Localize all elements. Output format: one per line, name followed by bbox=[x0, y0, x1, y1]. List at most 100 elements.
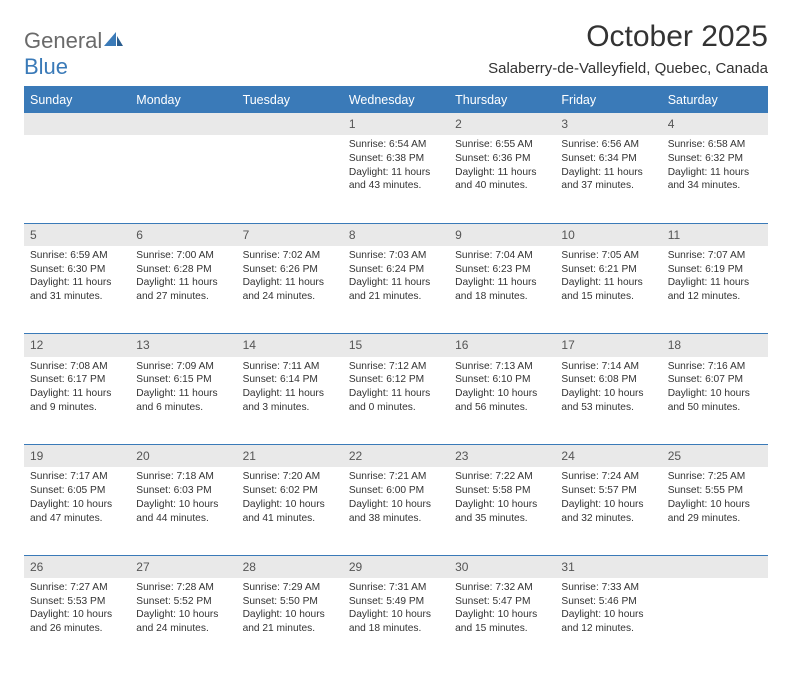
sunrise-line: Sunrise: 7:31 AM bbox=[349, 581, 443, 595]
day-number-cell: 16 bbox=[449, 334, 555, 357]
sunrise-line: Sunrise: 6:54 AM bbox=[349, 138, 443, 152]
day-number-row: 567891011 bbox=[24, 223, 768, 246]
day-number-cell: 15 bbox=[343, 334, 449, 357]
daylight-line: Daylight: 11 hours and 0 minutes. bbox=[349, 387, 443, 415]
day-content-row: Sunrise: 6:59 AMSunset: 6:30 PMDaylight:… bbox=[24, 246, 768, 334]
day-number-cell: 2 bbox=[449, 113, 555, 136]
day-number-cell: 1 bbox=[343, 113, 449, 136]
weekday-header: Friday bbox=[555, 87, 661, 113]
day-number-cell bbox=[24, 113, 130, 136]
day-content-cell: Sunrise: 7:22 AMSunset: 5:58 PMDaylight:… bbox=[449, 467, 555, 555]
weekday-header: Monday bbox=[130, 87, 236, 113]
daylight-line: Daylight: 11 hours and 27 minutes. bbox=[136, 276, 230, 304]
sunset-line: Sunset: 6:36 PM bbox=[455, 152, 549, 166]
daylight-line: Daylight: 10 hours and 26 minutes. bbox=[30, 608, 124, 636]
day-content-cell: Sunrise: 7:32 AMSunset: 5:47 PMDaylight:… bbox=[449, 578, 555, 666]
day-content-row: Sunrise: 7:08 AMSunset: 6:17 PMDaylight:… bbox=[24, 357, 768, 445]
sunrise-line: Sunrise: 7:29 AM bbox=[243, 581, 337, 595]
day-content-row: Sunrise: 7:27 AMSunset: 5:53 PMDaylight:… bbox=[24, 578, 768, 666]
sunrise-line: Sunrise: 7:14 AM bbox=[561, 360, 655, 374]
day-number-cell: 29 bbox=[343, 555, 449, 578]
day-number-cell: 19 bbox=[24, 445, 130, 468]
day-number-cell: 7 bbox=[237, 223, 343, 246]
day-number-cell: 28 bbox=[237, 555, 343, 578]
sunset-line: Sunset: 5:55 PM bbox=[668, 484, 762, 498]
sunset-line: Sunset: 6:32 PM bbox=[668, 152, 762, 166]
day-content-row: Sunrise: 6:54 AMSunset: 6:38 PM Daylight:… bbox=[24, 135, 768, 223]
daylight-line: Daylight: 11 hours and 9 minutes. bbox=[30, 387, 124, 415]
sunset-line: Sunset: 6:17 PM bbox=[30, 373, 124, 387]
daylight-line: Daylight: 11 hours and 18 minutes. bbox=[455, 276, 549, 304]
day-number-cell: 9 bbox=[449, 223, 555, 246]
day-content-cell: Sunrise: 6:59 AMSunset: 6:30 PMDaylight:… bbox=[24, 246, 130, 334]
sunset-line: Sunset: 6:15 PM bbox=[136, 373, 230, 387]
day-content-cell: Sunrise: 7:18 AMSunset: 6:03 PMDaylight:… bbox=[130, 467, 236, 555]
daylight-line: Daylight: 10 hours and 35 minutes. bbox=[455, 498, 549, 526]
sunset-line: Sunset: 6:07 PM bbox=[668, 373, 762, 387]
sunset-line: Sunset: 6:08 PM bbox=[561, 373, 655, 387]
sunset-line: Sunset: 6:12 PM bbox=[349, 373, 443, 387]
daylight-line: Daylight: 11 hours and 21 minutes. bbox=[349, 276, 443, 304]
day-number-cell: 23 bbox=[449, 445, 555, 468]
daylight-line: Daylight: 11 hours and 3 minutes. bbox=[243, 387, 337, 415]
day-number-cell bbox=[130, 113, 236, 136]
sunset-line: Sunset: 6:14 PM bbox=[243, 373, 337, 387]
day-content-cell: Sunrise: 7:31 AMSunset: 5:49 PMDaylight:… bbox=[343, 578, 449, 666]
day-content-cell: Sunrise: 7:13 AMSunset: 6:10 PMDaylight:… bbox=[449, 357, 555, 445]
sail-icon bbox=[102, 30, 124, 50]
sunset-line: Sunset: 5:52 PM bbox=[136, 595, 230, 609]
weekday-header: Thursday bbox=[449, 87, 555, 113]
day-number-cell: 4 bbox=[662, 113, 768, 136]
day-number-row: 262728293031 bbox=[24, 555, 768, 578]
sunset-line: Sunset: 5:46 PM bbox=[561, 595, 655, 609]
day-number-cell bbox=[662, 555, 768, 578]
day-number-cell: 13 bbox=[130, 334, 236, 357]
day-content-cell bbox=[662, 578, 768, 666]
sunrise-line: Sunrise: 7:25 AM bbox=[668, 470, 762, 484]
daylight-line: Daylight: 11 hours and 6 minutes. bbox=[136, 387, 230, 415]
day-content-cell: Sunrise: 7:12 AMSunset: 6:12 PMDaylight:… bbox=[343, 357, 449, 445]
sunrise-line: Sunrise: 7:04 AM bbox=[455, 249, 549, 263]
day-number-cell: 24 bbox=[555, 445, 661, 468]
day-number-cell: 10 bbox=[555, 223, 661, 246]
day-number-cell: 31 bbox=[555, 555, 661, 578]
weekday-header: Saturday bbox=[662, 87, 768, 113]
day-number-row: 19202122232425 bbox=[24, 445, 768, 468]
brand-name-part2: Blue bbox=[24, 54, 68, 79]
day-content-cell: Sunrise: 7:25 AMSunset: 5:55 PMDaylight:… bbox=[662, 467, 768, 555]
day-number-cell: 3 bbox=[555, 113, 661, 136]
sunrise-line: Sunrise: 7:08 AM bbox=[30, 360, 124, 374]
day-content-cell: Sunrise: 7:04 AMSunset: 6:23 PMDaylight:… bbox=[449, 246, 555, 334]
sunrise-line: Sunrise: 7:16 AM bbox=[668, 360, 762, 374]
sunrise-line: Sunrise: 7:00 AM bbox=[136, 249, 230, 263]
day-number-cell: 30 bbox=[449, 555, 555, 578]
day-number-cell: 25 bbox=[662, 445, 768, 468]
sunset-line: Sunset: 6:28 PM bbox=[136, 263, 230, 277]
sunset-line: Sunset: 6:38 PM bbox=[349, 152, 443, 166]
sunrise-line: Sunrise: 7:05 AM bbox=[561, 249, 655, 263]
page-header: GeneralBlue October 2025 Salaberry-de-Va… bbox=[24, 20, 768, 80]
sunrise-line: Sunrise: 7:21 AM bbox=[349, 470, 443, 484]
daylight-line: Daylight: 11 hours and 15 minutes. bbox=[561, 276, 655, 304]
sunset-line: Sunset: 5:47 PM bbox=[455, 595, 549, 609]
day-number-cell: 27 bbox=[130, 555, 236, 578]
daylight-line: Daylight: 10 hours and 24 minutes. bbox=[136, 608, 230, 636]
day-content-cell: Sunrise: 6:55 AMSunset: 6:36 PMDaylight:… bbox=[449, 135, 555, 223]
sunrise-line: Sunrise: 7:13 AM bbox=[455, 360, 549, 374]
daylight-line: Daylight: 11 hours and 40 minutes. bbox=[455, 166, 549, 194]
day-number-row: 12131415161718 bbox=[24, 334, 768, 357]
sunset-line: Sunset: 5:58 PM bbox=[455, 484, 549, 498]
sunrise-line: Sunrise: 7:32 AM bbox=[455, 581, 549, 595]
weekday-header: Tuesday bbox=[237, 87, 343, 113]
sunrise-line: Sunrise: 6:59 AM bbox=[30, 249, 124, 263]
day-content-cell: Sunrise: 7:24 AMSunset: 5:57 PMDaylight:… bbox=[555, 467, 661, 555]
sunrise-line: Sunrise: 6:56 AM bbox=[561, 138, 655, 152]
daylight-line: Daylight: 10 hours and 50 minutes. bbox=[668, 387, 762, 415]
sunrise-line: Sunrise: 7:33 AM bbox=[561, 581, 655, 595]
sunset-line: Sunset: 5:50 PM bbox=[243, 595, 337, 609]
day-content-cell: Sunrise: 7:29 AMSunset: 5:50 PMDaylight:… bbox=[237, 578, 343, 666]
day-content-cell: Sunrise: 6:54 AMSunset: 6:38 PMDaylight:… bbox=[343, 135, 449, 223]
day-number-cell: 18 bbox=[662, 334, 768, 357]
day-content-cell: Sunrise: 7:33 AMSunset: 5:46 PMDaylight:… bbox=[555, 578, 661, 666]
brand-name-part1: General bbox=[24, 28, 102, 53]
